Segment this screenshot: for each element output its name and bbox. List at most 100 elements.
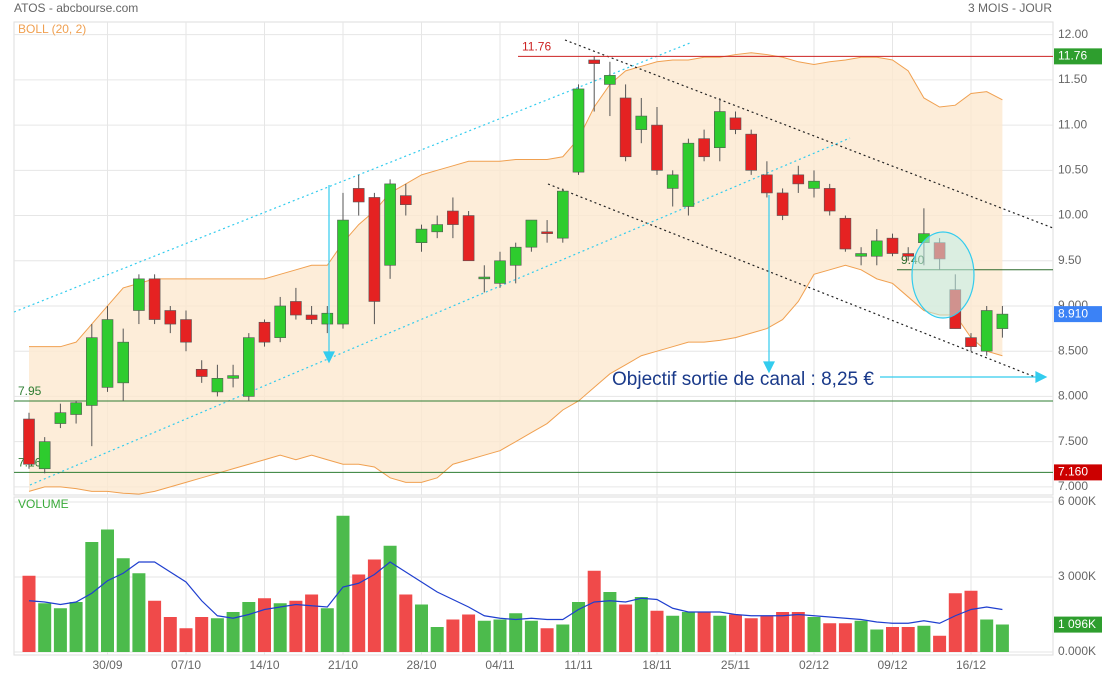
candle-body: [133, 278, 145, 311]
volume-bar: [210, 618, 224, 652]
candle-body: [808, 180, 820, 189]
candle-body: [698, 138, 710, 158]
candle-body: [352, 188, 365, 203]
annotation-shapes: [323, 185, 1048, 383]
bollinger-upper: [29, 52, 1003, 348]
x-tick-label: 09/12: [877, 658, 907, 672]
x-tick-label: 28/10: [406, 658, 436, 672]
x-tick-label: 14/10: [249, 658, 279, 672]
x-tick-label: 25/11: [721, 658, 750, 672]
volume-bar: [995, 624, 1009, 652]
arrow-head: [1035, 371, 1048, 383]
x-tick-label: 11/11: [564, 658, 593, 672]
volume-bar: [917, 625, 931, 652]
x-tick-label: 21/10: [328, 658, 358, 672]
volume-bar: [886, 627, 899, 652]
candle-body: [211, 378, 224, 393]
candle-body: [541, 231, 553, 234]
volume-bar: [462, 614, 476, 652]
level-label: 11.76: [522, 40, 551, 54]
y-tick-label: 9.50: [1058, 253, 1082, 267]
candle-body: [368, 197, 381, 302]
candle-body: [509, 246, 522, 266]
candle-body: [996, 313, 1009, 329]
volume-bar: [854, 620, 868, 652]
volume-bar: [336, 515, 350, 652]
y-tick-label: 11.50: [1058, 72, 1087, 86]
volume-bar: [948, 593, 962, 652]
candle-body: [431, 224, 444, 233]
highlight-ellipse: [911, 231, 975, 319]
y-tick-label: 8.000: [1058, 389, 1088, 403]
axis-marker-label: 1 096K: [1058, 617, 1096, 631]
volume-label: VOLUME: [18, 497, 69, 511]
candle-body: [243, 337, 255, 397]
trend-lines: [13, 39, 1054, 486]
axis-marker: [1054, 306, 1102, 323]
axis-marker-label: 8.910: [1058, 306, 1088, 320]
candle-body: [195, 368, 208, 377]
volume-bar: [650, 610, 664, 652]
candle-body: [23, 418, 35, 465]
candle-body: [148, 278, 161, 320]
trend-line: [547, 183, 1036, 378]
candle-body: [415, 228, 428, 243]
volume-bar: [729, 614, 742, 652]
volume-bar: [273, 603, 287, 652]
level-label: 7.95: [18, 384, 42, 398]
volume-bar: [540, 628, 554, 652]
candle-body: [117, 341, 129, 384]
y-tick-label: 12.00: [1058, 27, 1088, 41]
candle-body: [38, 441, 51, 470]
candle-body: [164, 310, 177, 325]
candle-body: [635, 115, 648, 130]
candle-body: [447, 210, 459, 225]
volume-bar: [587, 570, 601, 652]
volume-bar: [430, 627, 444, 652]
candle-body: [855, 253, 867, 257]
volume-bar: [964, 590, 978, 652]
y-tick-label: 7.500: [1058, 434, 1088, 448]
volume-bar: [399, 594, 413, 652]
volume-bar: [493, 619, 507, 652]
volume-bar: [289, 600, 303, 652]
axis-marker: [1054, 48, 1102, 65]
trend-line: [564, 39, 1054, 229]
axis-marker: [1054, 616, 1102, 633]
volume-bar: [603, 592, 617, 652]
volume-bar: [744, 618, 758, 652]
y-tick-label: 11.00: [1058, 117, 1087, 131]
levels: 11.767.957.169.40: [14, 40, 1053, 473]
candle-body: [588, 59, 601, 64]
candle-body: [682, 142, 695, 207]
candles: [23, 56, 1009, 474]
y-tick-label: 0.000K: [1058, 644, 1096, 658]
candle-body: [290, 301, 302, 316]
candle-body: [462, 215, 475, 262]
volume-bar: [791, 612, 805, 652]
volume-bar: [116, 558, 130, 652]
trend-line: [29, 137, 851, 486]
volume-bar: [713, 615, 727, 652]
volume-bar: [838, 623, 852, 652]
volume-bar: [38, 603, 52, 652]
candle-body: [902, 253, 915, 257]
volume-bar: [226, 612, 240, 652]
candle-body: [761, 174, 773, 194]
volume-bar: [53, 608, 67, 652]
volume-ma: [28, 561, 1003, 624]
volume-bar: [666, 615, 680, 652]
volume-bar: [446, 619, 460, 652]
y-tick-label: 6 000K: [1058, 494, 1096, 508]
candle-body: [86, 337, 98, 406]
candle-body: [823, 188, 836, 212]
candle-body: [54, 412, 67, 424]
candle-body: [666, 174, 679, 189]
chart-title: ATOS - abcbourse.com: [14, 1, 138, 15]
volume-bar: [242, 602, 256, 652]
candle-body: [980, 310, 993, 352]
volume-bar: [807, 617, 821, 652]
candle-body: [651, 124, 663, 171]
volume-bar: [524, 620, 538, 652]
